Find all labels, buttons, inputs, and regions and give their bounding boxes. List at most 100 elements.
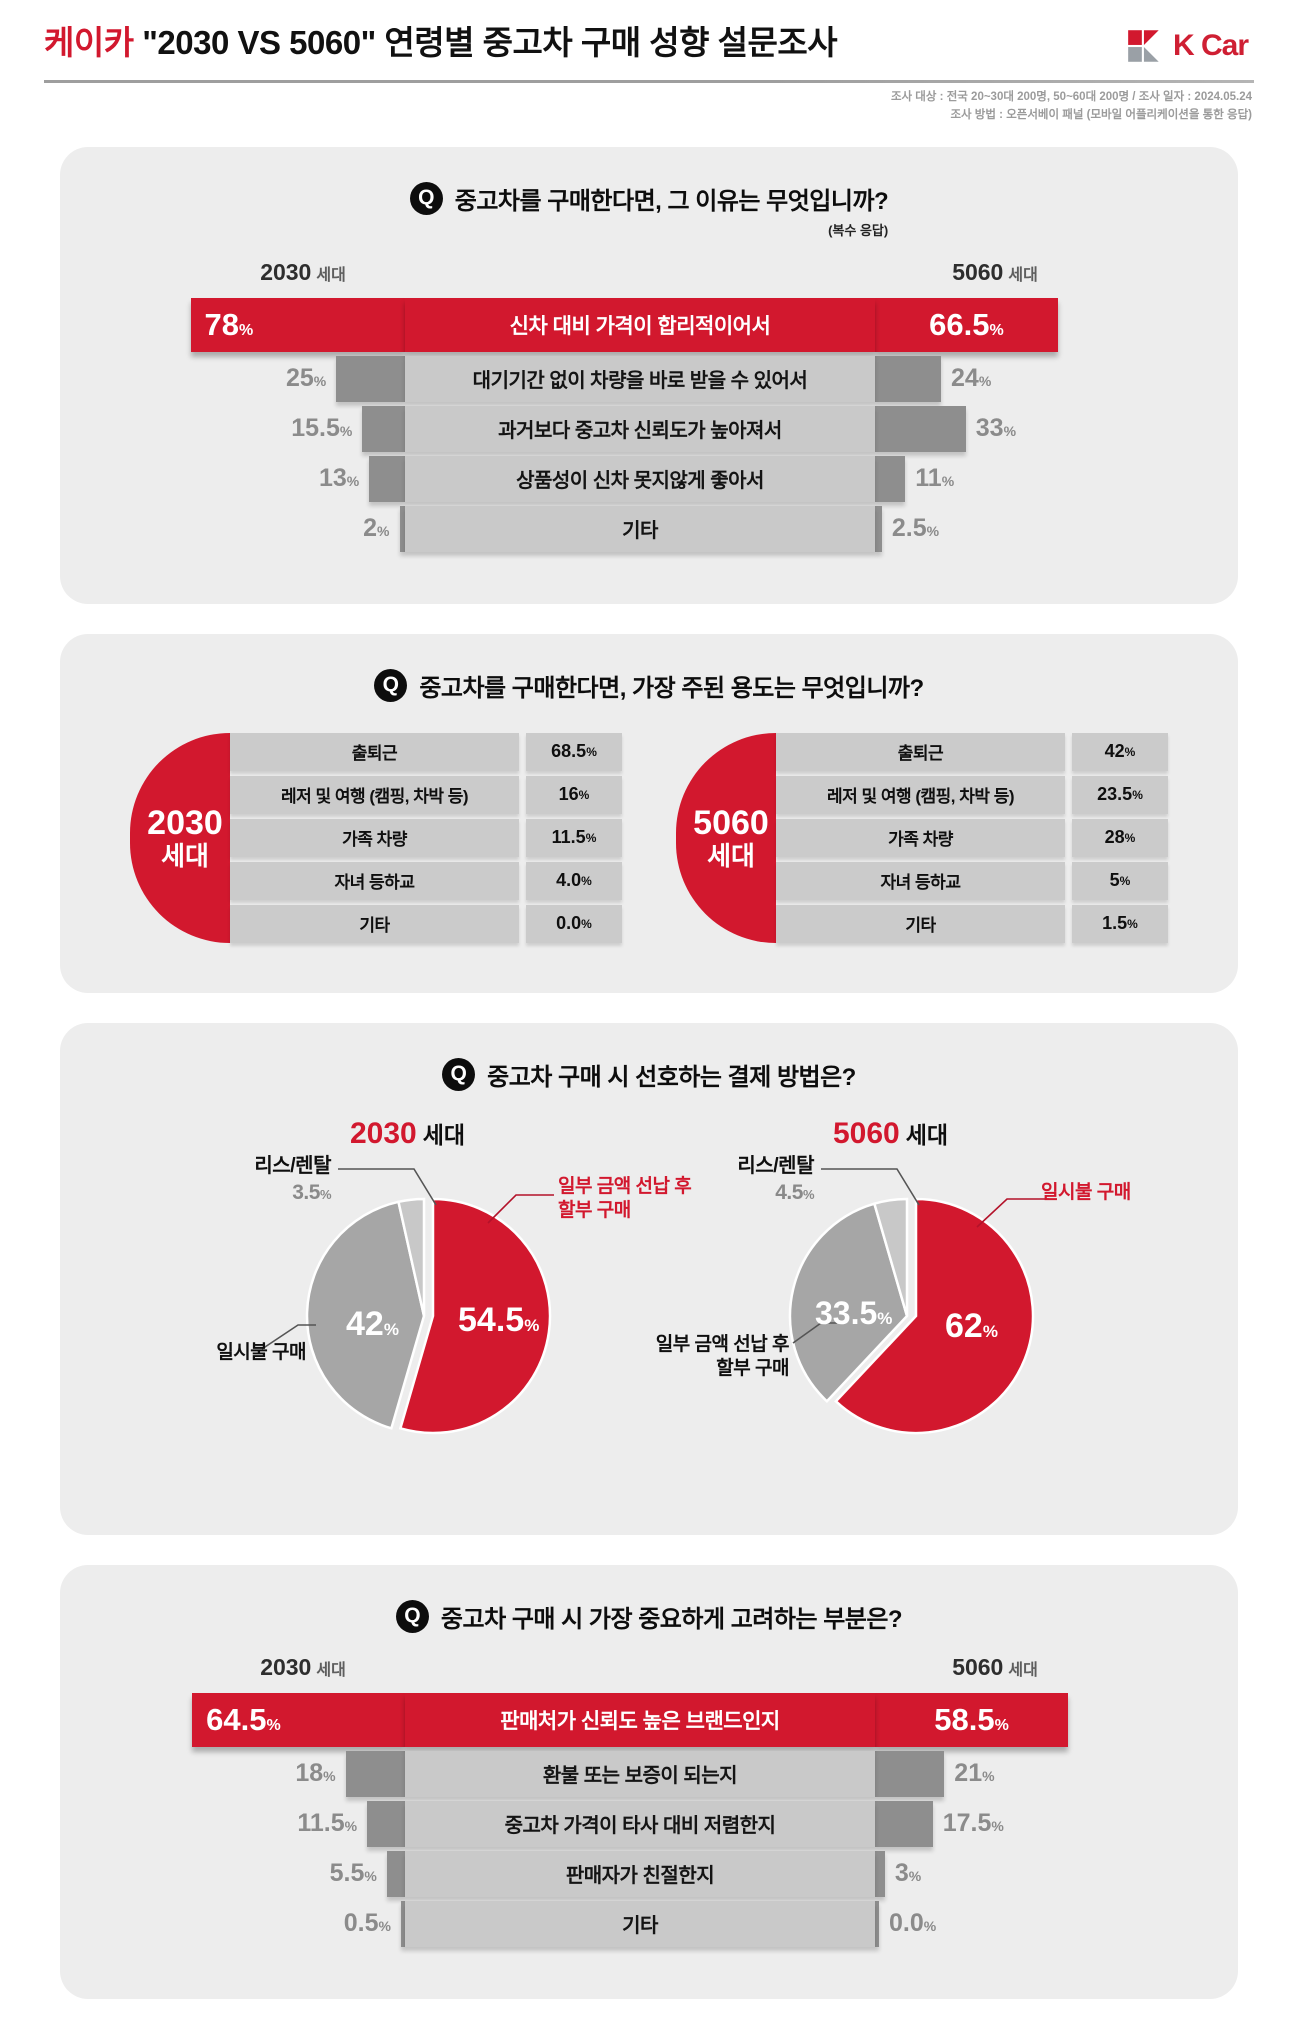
left-bar [399,505,405,552]
right-bar [875,1900,879,1947]
gray-slice-value: 33.5% [815,1294,893,1331]
red-slice-label: 일시불 구매 [1041,1181,1131,1203]
left-bar [386,1850,405,1897]
row-label: 레저 및 여행 (캠핑, 차박 등) [230,775,519,814]
generation-labels: 2030 세대 5060 세대 [260,258,1038,285]
gray-slice-label: 일부 금액 선납 후 할부 구매 [655,1333,790,1380]
left-value: 0.5% [343,1909,391,1938]
bar-label: 대기기간 없이 차량을 바로 받을 수 있어서 [405,355,875,402]
left-value: 2% [363,514,390,543]
bar-row: 15.5% 과거보다 중고차 신뢰도가 높아져서 33% [150,404,1148,454]
usage-group-2030: 2030 세대 출퇴근 68.5% 레저 및 여행 (캠핑, 차박 등) 16% 가… [130,732,622,943]
gen-2030-label: 2030 [260,258,312,285]
left-bar: 64.5% [192,1692,405,1747]
bar-label: 과거보다 중고차 신뢰도가 높아져서 [405,405,875,452]
lease-label: 리스/렌탈 3.5% [254,1154,331,1204]
page-title: 케이카 "2030 VS 5060" 연령별 중고차 구매 성향 설문조사 [44,16,838,62]
right-bar [875,455,906,502]
page-header: 케이카 "2030 VS 5060" 연령별 중고차 구매 성향 설문조사 K … [0,0,1298,66]
multi-answer-note: (복수 응답) [828,222,889,238]
right-value: 33% [975,414,1017,443]
left-bar [345,1750,405,1797]
left-value: 18% [295,1759,336,1788]
right-bar [875,405,966,452]
table-row: 자녀 등하교 5% [776,861,1168,900]
bar-row: 18% 환불 또는 보증이 되는지 21% [150,1749,1148,1799]
bar-label: 판매자가 친절한지 [405,1850,875,1897]
bar-row: 25% 대기기간 없이 차량을 바로 받을 수 있어서 24% [150,354,1148,404]
table-row: 가족 차량 11.5% [230,818,622,857]
right-value: 17.5% [942,1809,1004,1838]
survey-meta-line1: 조사 대상 : 전국 20~30대 200명, 50~60대 200명 / 조사… [890,91,1252,103]
row-value: 1.5% [1072,904,1168,943]
row-label: 출퇴근 [776,732,1065,771]
table-row: 출퇴근 68.5% [230,732,622,771]
title-rest: "2030 VS 5060" 연령별 중고차 구매 성향 설문조사 [133,24,838,61]
gen-5060-label: 5060 [952,1653,1004,1680]
bar-label: 판매처가 신뢰도 높은 브랜드인지 [405,1692,875,1747]
table-row: 레저 및 여행 (캠핑, 차박 등) 16% [230,775,622,814]
pie-title: 2030 [349,1116,417,1150]
row-value: 11.5% [526,818,622,857]
q-icon: Q [442,1057,476,1091]
row-value: 23.5% [1072,775,1168,814]
left-value: 15.5% [291,414,353,443]
right-bar [875,1800,933,1847]
bar-label: 상품성이 신차 못지않게 좋아서 [405,455,875,502]
left-value: 11.5% [297,1809,358,1838]
brand-name: 케이카 [44,24,134,61]
row-label: 레저 및 여행 (캠핑, 차박 등) [776,775,1065,814]
left-bar [401,1900,405,1947]
red-slice-value: 62% [945,1306,998,1345]
bar-row: 0.5% 기타 0.0% [150,1899,1148,1949]
right-value: 24% [951,364,992,393]
row-value: 5% [1072,861,1168,900]
right-value: 21% [954,1759,995,1788]
bar-label: 중고차 가격이 타사 대비 저렴한지 [405,1800,875,1847]
left-bar: 78% [190,297,405,352]
question-text: 중고차를 구매한다면, 그 이유는 무엇입니까? [454,187,889,215]
gray-slice-label: 일시불 구매 [216,1341,306,1363]
pie-group-5060: 5060 세대 리스/렌탈 4.5% 일시불 구매 일부 금액 선납 후 할부 구매 [649,1100,1132,1485]
question-text: 중고차 구매 시 가장 중요하게 고려하는 부분은? [440,1605,903,1633]
red-slice-value: 54.5% [458,1300,540,1339]
generation-badge: 2030 세대 [130,732,230,943]
right-bar: 66.5% [875,297,1058,352]
bar-label: 기타 [405,1900,875,1947]
kcar-logo: K Car [1125,26,1249,66]
bar-row: 5.5% 판매자가 친절한지 3% [150,1849,1148,1899]
bar-label: 신차 대비 가격이 합리적이어서 [405,297,875,352]
section-payment: Q 중고차 구매 시 선호하는 결제 방법은? 2030 세대 리스/렌탈 3.5… [60,1022,1238,1535]
right-value: 11% [915,464,955,493]
bar-label: 환불 또는 보증이 되는지 [405,1750,875,1797]
table-row: 기타 0.0% [230,904,622,943]
right-value: 0.0% [889,1909,937,1938]
row-value: 68.5% [526,732,622,771]
right-bar [875,1750,945,1797]
pie-chart-2030 [305,1197,552,1434]
row-value: 28% [1072,818,1168,857]
q-icon: Q [395,1599,429,1633]
section-reasons: Q 중고차를 구매한다면, 그 이유는 무엇입니까? (복수 응답) 2030 세… [60,146,1238,604]
row-value: 0.0% [526,904,622,943]
left-value: 78% [204,306,254,342]
right-bar: 58.5% [875,1692,1069,1747]
pie-slice [398,1197,552,1434]
question-text: 중고차를 구매한다면, 가장 주된 용도는 무엇입니까? [419,674,924,702]
row-label: 가족 차량 [776,818,1065,857]
generation-badge: 5060 세대 [676,732,776,943]
pie-chart-5060 [788,1197,1035,1434]
left-value: 64.5% [206,1701,281,1737]
pie-slice [305,1199,426,1430]
row-value: 4.0% [526,861,622,900]
left-bar [362,405,405,452]
row-value: 16% [526,775,622,814]
table-row: 기타 1.5% [776,904,1168,943]
gen-5060-label: 5060 [952,258,1004,285]
gray-slice-value: 42% [346,1304,399,1343]
usage-group-5060: 5060 세대 출퇴근 42% 레저 및 여행 (캠핑, 차박 등) 23.5% 가… [676,732,1168,943]
red-slice-label: 일부 금액 선납 후 할부 구매 [558,1175,692,1222]
left-bar [369,455,405,502]
right-value: 66.5% [929,306,1004,342]
generation-labels: 2030 세대 5060 세대 [260,1653,1038,1680]
